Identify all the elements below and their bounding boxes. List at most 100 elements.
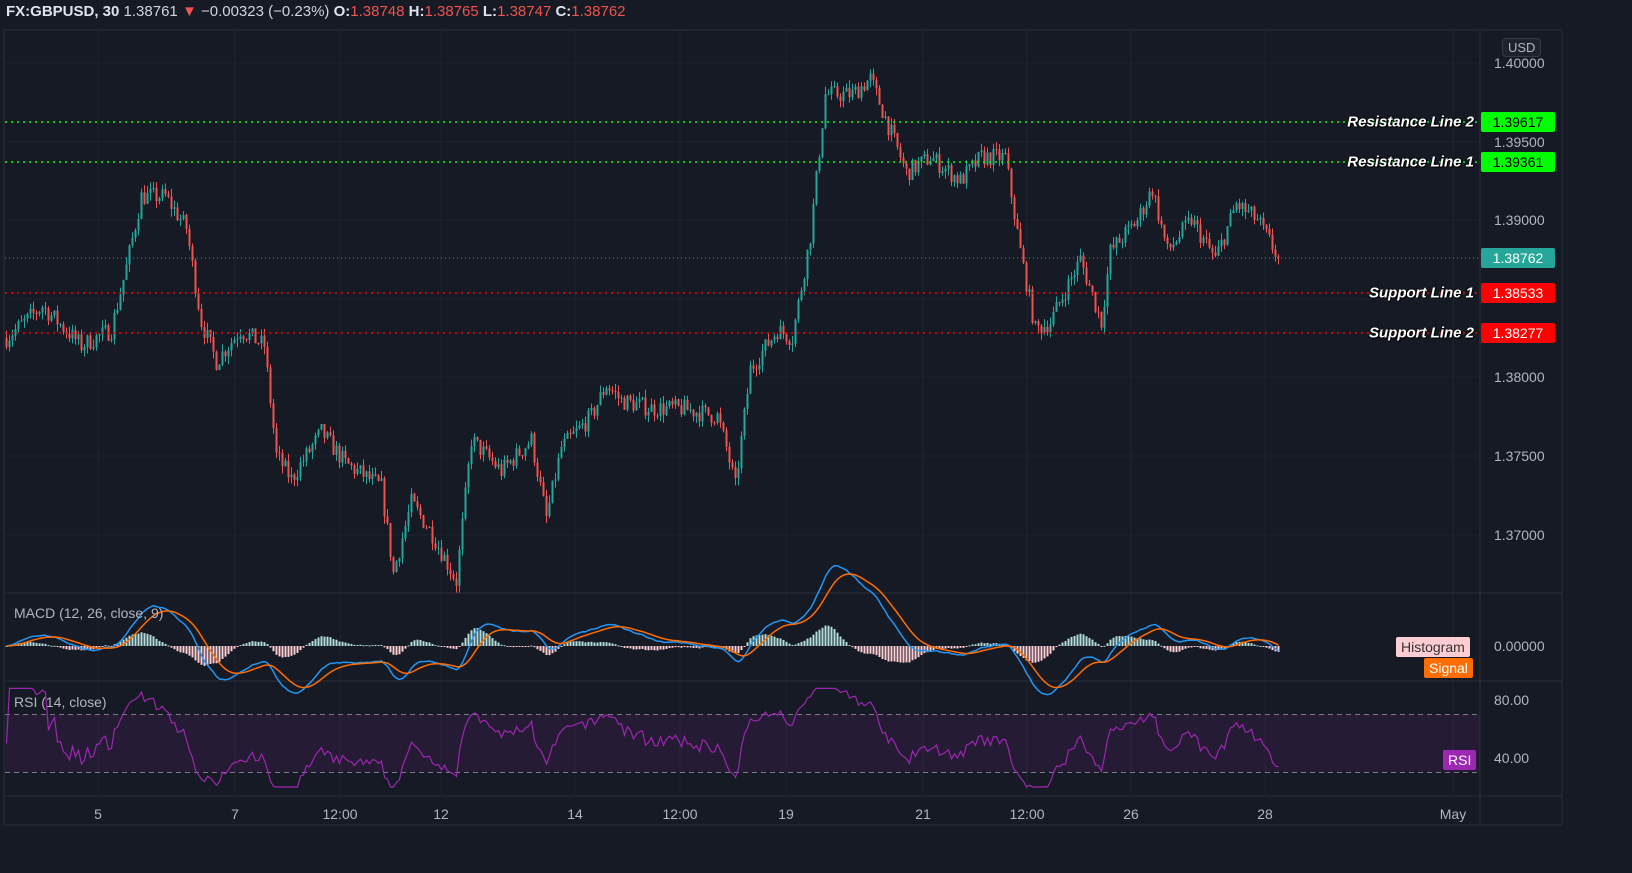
histogram-bar bbox=[143, 633, 146, 646]
candle-body bbox=[1253, 206, 1256, 220]
histogram-bar bbox=[206, 646, 209, 666]
histogram-bar bbox=[350, 643, 353, 646]
rsi-line bbox=[5, 687, 1279, 788]
candle-body bbox=[53, 310, 56, 316]
candle-body bbox=[773, 336, 776, 341]
candle-body bbox=[854, 86, 857, 90]
macd-title[interactable]: MACD (12, 26, close, 9) bbox=[14, 605, 164, 621]
candle-body bbox=[554, 479, 557, 481]
candle-body bbox=[1151, 191, 1154, 196]
rsi-title[interactable]: RSI (14, close) bbox=[14, 694, 107, 710]
candle-body bbox=[800, 290, 803, 300]
histogram-bar bbox=[992, 643, 995, 646]
candle-body bbox=[974, 160, 977, 167]
candle-body bbox=[716, 413, 719, 423]
candle-body bbox=[542, 482, 545, 496]
candle-body bbox=[875, 79, 878, 89]
macd-zero-tick: 0.00000 bbox=[1494, 638, 1545, 654]
candle-body bbox=[377, 475, 380, 481]
candle-body bbox=[1085, 267, 1088, 284]
histogram-bar bbox=[1103, 645, 1106, 647]
histogram-bar bbox=[422, 641, 425, 646]
candle-body bbox=[407, 512, 410, 526]
histogram-bar bbox=[914, 646, 917, 660]
histogram-bar bbox=[359, 644, 362, 646]
low-value: 1.38747 bbox=[497, 3, 552, 20]
support-line-2-price: 1.38277 bbox=[1481, 323, 1555, 343]
histogram-bar bbox=[908, 646, 911, 663]
currency-button[interactable]: USD bbox=[1502, 38, 1542, 57]
candle-body bbox=[539, 476, 542, 483]
candle-body bbox=[566, 432, 569, 439]
candle-body bbox=[197, 293, 200, 309]
histogram-bar bbox=[407, 645, 410, 647]
candle-body bbox=[839, 96, 842, 102]
candle-body bbox=[659, 403, 662, 417]
histogram-bar bbox=[1259, 645, 1262, 647]
candle-body bbox=[644, 397, 647, 416]
histogram-bar bbox=[755, 635, 758, 646]
candle-body bbox=[101, 327, 104, 335]
macd-line bbox=[6, 564, 1279, 696]
candle-body bbox=[551, 480, 554, 503]
candle-body bbox=[824, 94, 827, 129]
candle-body bbox=[524, 448, 527, 456]
histogram-bar bbox=[254, 641, 257, 646]
histogram-bar bbox=[1184, 646, 1187, 649]
histogram-bar bbox=[1061, 642, 1064, 646]
candle-body bbox=[641, 397, 644, 400]
histogram-bar bbox=[1124, 635, 1127, 646]
candle-body bbox=[23, 318, 26, 321]
candle-body bbox=[953, 175, 956, 183]
histogram-bar bbox=[446, 646, 449, 648]
candle-body bbox=[1049, 324, 1052, 333]
candle-body bbox=[1178, 236, 1181, 242]
candle-body bbox=[806, 249, 809, 280]
histogram-bar bbox=[650, 646, 653, 650]
histogram-bar bbox=[977, 643, 980, 646]
candle-body bbox=[224, 351, 227, 357]
histogram-bar bbox=[443, 646, 446, 647]
candle-body bbox=[725, 430, 728, 447]
histogram-bar bbox=[1052, 646, 1055, 651]
histogram-bar bbox=[338, 641, 341, 646]
histogram-bar bbox=[587, 641, 590, 646]
candle-body bbox=[1106, 274, 1109, 307]
histogram-bar bbox=[740, 646, 743, 651]
candle-body bbox=[344, 450, 347, 459]
histogram-bar bbox=[704, 646, 707, 648]
candle-body bbox=[239, 336, 242, 339]
histogram-bar bbox=[170, 646, 173, 648]
candle-body bbox=[161, 189, 164, 199]
histogram-bar bbox=[1235, 642, 1238, 646]
histogram-bar bbox=[1064, 641, 1067, 646]
histogram-bar bbox=[686, 646, 689, 648]
histogram-bar bbox=[527, 646, 530, 647]
candle-body bbox=[422, 515, 425, 528]
histogram-bar bbox=[584, 642, 587, 646]
candle-body bbox=[59, 324, 62, 326]
candle-body bbox=[899, 147, 902, 158]
candle-body bbox=[479, 439, 482, 455]
candle-body bbox=[593, 407, 596, 416]
histogram-bar bbox=[797, 643, 800, 646]
candle-body bbox=[314, 435, 317, 445]
symbol: FX:GBPUSD, 30 bbox=[6, 3, 120, 20]
histogram-bar bbox=[1076, 634, 1079, 646]
candle-body bbox=[266, 346, 269, 368]
histogram-bar bbox=[644, 646, 647, 651]
candle-body bbox=[668, 401, 671, 407]
time-tick: 12:00 bbox=[322, 806, 358, 822]
histogram-bar bbox=[218, 646, 221, 662]
histogram-bar bbox=[878, 646, 881, 658]
candle-body bbox=[782, 325, 785, 335]
candle-body bbox=[842, 91, 845, 102]
candle-body bbox=[170, 196, 173, 209]
histogram-bar bbox=[539, 646, 542, 651]
candle-body bbox=[860, 86, 863, 99]
histogram-bar bbox=[377, 645, 380, 647]
histogram-bar bbox=[593, 642, 596, 646]
candle-body bbox=[362, 465, 365, 477]
histogram-bar bbox=[665, 646, 668, 649]
